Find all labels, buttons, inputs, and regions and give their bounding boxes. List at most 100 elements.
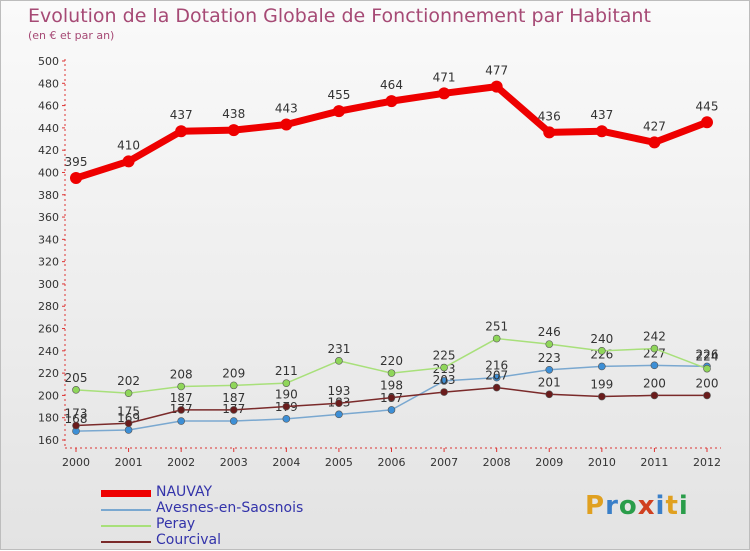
logo-letter: i — [678, 491, 689, 521]
data-point — [703, 391, 711, 400]
proxiti-logo: Proxiti — [585, 491, 689, 521]
data-label: 438 — [222, 107, 245, 121]
data-point — [598, 362, 606, 371]
data-point — [229, 406, 238, 414]
chart-subtitle: (en € et par an) — [28, 29, 115, 42]
data-point — [650, 361, 659, 370]
data-label: 198 — [380, 379, 403, 393]
data-point — [177, 406, 185, 414]
legend-item: Courcival — [101, 532, 341, 548]
data-point — [282, 379, 291, 387]
data-point — [387, 393, 396, 402]
data-label: 471 — [433, 70, 456, 84]
data-label: 211 — [275, 364, 298, 378]
data-label: 216 — [485, 359, 508, 373]
data-label: 187 — [222, 391, 245, 405]
data-label: 246 — [538, 325, 561, 339]
data-point — [492, 383, 501, 392]
data-point — [648, 136, 661, 149]
data-label: 220 — [380, 354, 403, 368]
data-point — [227, 124, 240, 137]
data-label: 455 — [327, 88, 350, 102]
data-point — [124, 419, 133, 428]
data-point — [545, 390, 554, 399]
data-label: 202 — [117, 374, 140, 388]
data-label: 445 — [696, 99, 719, 113]
y-tick-label: 240 — [38, 345, 59, 358]
data-point — [335, 410, 343, 419]
data-label: 190 — [275, 388, 298, 402]
data-label: 175 — [117, 404, 140, 418]
data-point — [280, 118, 293, 131]
x-tick-label: 2003 — [220, 456, 248, 469]
data-label: 437 — [170, 108, 193, 122]
data-point — [545, 365, 554, 374]
logo-letter: r — [605, 491, 619, 521]
x-tick-label: 2004 — [272, 456, 300, 469]
data-point — [438, 87, 451, 100]
y-tick-label: 440 — [38, 122, 59, 135]
y-tick-label: 220 — [38, 367, 59, 380]
logo-letter: o — [618, 491, 638, 521]
data-point — [175, 125, 188, 138]
data-label: 225 — [433, 349, 456, 363]
data-label: 199 — [590, 378, 613, 392]
data-label: 209 — [222, 366, 245, 380]
data-label: 223 — [538, 351, 561, 365]
legend-label: Courcival — [156, 532, 222, 548]
y-tick-label: 460 — [38, 100, 59, 113]
data-point — [545, 340, 554, 348]
data-point — [490, 80, 503, 93]
y-tick-label: 400 — [38, 166, 59, 179]
data-label: 226 — [696, 347, 719, 361]
data-point — [440, 377, 448, 385]
y-tick-label: 180 — [38, 412, 59, 425]
legend-label: NAUVAY — [156, 484, 213, 500]
data-point — [282, 415, 291, 423]
data-point — [124, 426, 133, 434]
y-tick-label: 160 — [38, 434, 59, 447]
y-tick-label: 280 — [38, 300, 59, 313]
legend-swatch — [101, 509, 151, 511]
data-label: 203 — [433, 373, 456, 387]
data-point — [385, 95, 398, 108]
legend-item: NAUVAY — [101, 484, 341, 500]
data-point — [492, 334, 501, 343]
data-point — [440, 388, 448, 396]
data-point — [492, 373, 501, 382]
data-label: 187 — [170, 391, 193, 405]
data-label: 477 — [485, 64, 508, 78]
logo-letter: P — [585, 491, 606, 521]
x-tick-label: 2011 — [640, 456, 668, 469]
x-tick-label: 2006 — [378, 456, 406, 469]
data-label: 207 — [485, 369, 508, 383]
data-point — [701, 116, 713, 129]
data-point — [229, 417, 238, 425]
legend-label: Peray — [156, 516, 196, 532]
data-point — [177, 382, 185, 391]
data-point — [598, 392, 606, 401]
y-tick-label: 480 — [38, 77, 59, 90]
data-point — [72, 421, 80, 430]
x-tick-label: 2010 — [588, 456, 616, 469]
x-tick-label: 2012 — [693, 456, 721, 469]
logo-letter: t — [665, 491, 679, 521]
data-label: 395 — [65, 155, 88, 169]
y-tick-label: 420 — [38, 144, 59, 157]
data-point — [598, 347, 606, 355]
data-point — [332, 105, 345, 118]
data-point — [650, 344, 659, 353]
legend-swatch — [101, 525, 151, 527]
legend-swatch — [101, 541, 151, 543]
data-label: 251 — [485, 320, 508, 334]
data-point — [650, 391, 659, 400]
data-point — [122, 155, 135, 168]
data-label: 208 — [170, 367, 193, 381]
y-tick-label: 340 — [38, 233, 59, 246]
data-label: 242 — [643, 330, 666, 344]
data-label: 201 — [538, 375, 561, 389]
data-label: 410 — [117, 138, 140, 152]
x-tick-label: 2009 — [535, 456, 563, 469]
